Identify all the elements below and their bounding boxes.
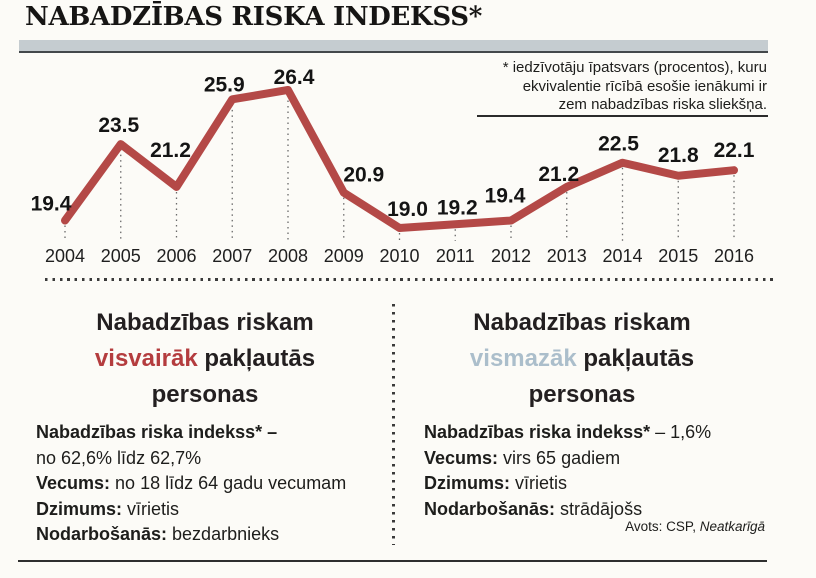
x-axis-tick-label: 2010 <box>379 246 419 266</box>
footnote-line: zem nabadzības riska sliekšņa. <box>558 96 767 113</box>
heading-highlight: vismazāk <box>469 345 577 372</box>
profile-field: Dzimums: vīrietis <box>424 471 768 497</box>
panel-fields: Nabadzības riska indekss* – 1,6% Vecums: … <box>396 420 768 522</box>
column-divider-dotted <box>392 304 395 545</box>
field-label: Dzimums: <box>424 473 511 493</box>
x-axis-tick-label: 2009 <box>324 246 364 266</box>
panel-least-at-risk: Nabadzības riskam vismazāk pakļautās per… <box>396 281 768 561</box>
footnote-line: * iedzīvotāju īpatsvars (procentos), kur… <box>502 59 767 76</box>
x-axis-tick-label: 2015 <box>658 246 698 266</box>
field-value: bezdarbnieks <box>167 524 280 544</box>
data-point-label: 21.2 <box>538 163 579 186</box>
x-axis-tick-label: 2011 <box>436 246 475 266</box>
x-axis-tick-label: 2007 <box>212 246 252 266</box>
page-title: NABADZĪBAS RISKA INDEKSS* <box>25 2 483 32</box>
source-publication: Neatkarīgā <box>699 519 765 534</box>
field-value: no 62,6% līdz 62,7% <box>36 447 202 468</box>
data-point-label: 19.2 <box>437 196 478 219</box>
bottom-rule <box>18 560 767 562</box>
field-label: Vecums: <box>424 447 499 468</box>
panel-most-at-risk: Nabadzības riskam visvairāk pakļautās pe… <box>18 281 392 561</box>
x-axis-tick-label: 2004 <box>45 246 85 266</box>
heading-line1: Nabadzības riskam <box>96 309 314 336</box>
profile-field: Vecums: no 18 līdz 64 gadu vecumam <box>36 471 392 497</box>
heading-rest: pakļautās <box>576 345 695 372</box>
x-axis-tick-label: 2016 <box>714 246 754 266</box>
panel-heading: Nabadzības riskam visvairāk pakļautās pe… <box>18 305 392 413</box>
source-credit: Avots: CSP, Neatkarīgā <box>625 519 765 534</box>
data-point-label: 25.9 <box>204 73 245 96</box>
footnote-line: ekvivalentie rīcībā esošie ienākumi ir <box>522 77 767 95</box>
data-point-label: 23.5 <box>98 114 139 137</box>
profile-field: Dzimums: vīrietis <box>36 497 392 523</box>
field-value: – 1,6% <box>650 422 712 442</box>
panel-heading: Nabadzības riskam vismazāk pakļautās per… <box>396 305 768 413</box>
data-point-label: 19.0 <box>387 198 428 221</box>
panel-fields: Nabadzības riska indekss* – no 62,6% līdz… <box>18 420 392 548</box>
field-value: virs 65 gadiem <box>498 447 621 468</box>
profile-field: no 62,6% līdz 62,7% <box>36 446 392 472</box>
section-separator-dotted <box>45 278 777 281</box>
source-prefix: Avots: CSP, <box>625 519 700 534</box>
profile-field: Nodarbošanās: strādājošs <box>424 497 768 523</box>
x-axis-tick-label: 2013 <box>547 246 587 266</box>
data-point-label: 19.4 <box>31 193 72 216</box>
x-axis-tick-label: 2006 <box>156 246 196 266</box>
field-label: Dzimums: <box>36 498 123 519</box>
heading-rest: pakļautās <box>197 345 316 372</box>
field-value: vīrietis <box>510 473 568 493</box>
field-label: Nodarbošanās: <box>424 498 556 519</box>
data-point-label: 21.2 <box>150 139 191 162</box>
data-point-label: 22.1 <box>714 139 755 162</box>
x-axis-tick-label: 2008 <box>268 246 308 266</box>
data-point-label: 19.4 <box>485 185 526 208</box>
heading-line1: Nabadzības riskam <box>473 309 691 336</box>
profile-field: Vecums: virs 65 gadiem <box>424 446 768 472</box>
profile-field: Nabadzības riska indekss* – <box>36 420 392 446</box>
title-underline-bar <box>19 40 768 53</box>
field-label: Nabadzības riska indekss* – <box>36 422 278 442</box>
field-value: strādājošs <box>555 498 643 519</box>
profile-field: Nabadzības riska indekss* – 1,6% <box>424 420 768 446</box>
x-axis-tick-label: 2005 <box>101 246 141 266</box>
field-value: no 18 līdz 64 gadu vecumam <box>110 473 347 493</box>
heading-highlight: visvairāk <box>94 345 198 372</box>
field-label: Nabadzības riska indekss* <box>424 422 651 442</box>
profile-field: Nodarbošanās: bezdarbnieks <box>36 522 392 548</box>
x-axis-tick-label: 2014 <box>602 246 642 266</box>
footnote-underline <box>477 115 768 117</box>
field-label: Vecums: <box>36 473 111 493</box>
data-point-label: 22.5 <box>598 133 639 156</box>
data-point-label: 20.9 <box>343 164 384 187</box>
field-value: vīrietis <box>122 498 180 519</box>
field-label: Nodarbošanās: <box>36 524 168 544</box>
chart-footnote: * iedzīvotāju īpatsvars (procentos), kur… <box>407 59 767 115</box>
heading-line3: personas <box>528 381 636 408</box>
x-axis-tick-label: 2012 <box>491 246 531 266</box>
data-point-label: 26.4 <box>274 66 315 89</box>
data-point-label: 21.8 <box>658 144 699 167</box>
heading-line3: personas <box>151 381 259 408</box>
